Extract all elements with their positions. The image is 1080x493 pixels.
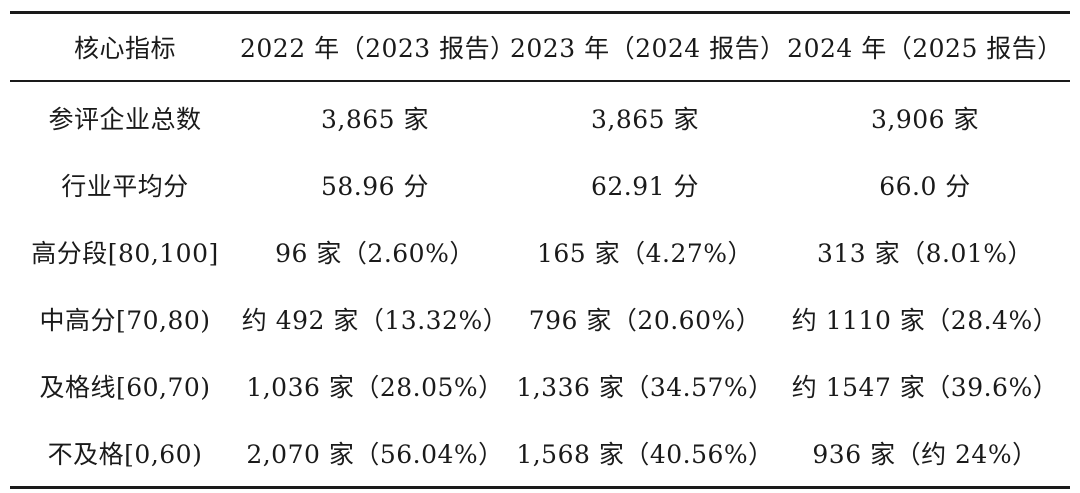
table-cell: 3,906 家 — [870, 104, 980, 134]
table-row: 及格线[60,70) 1,036 家（28.05%） 1,336 家（34.57… — [10, 352, 1070, 419]
table-cell: 约 492 家（13.32%） — [241, 305, 509, 335]
table-row: 高分段[80,100] 96 家（2.60%） 165 家（4.27%） 313… — [10, 218, 1070, 285]
header-cell-2023: 2023 年（2024 报告） — [510, 34, 786, 63]
row-label: 行业平均分 — [61, 171, 189, 201]
table-cell: 66.0 分 — [879, 171, 971, 201]
data-table: 核心指标 2022 年（2023 报告） 2023 年（2024 报告） 202… — [10, 11, 1070, 489]
table-row: 不及格[0,60) 2,070 家（56.04%） 1,568 家（40.56%… — [10, 419, 1070, 486]
table-cell: 2,070 家（56.04%） — [246, 439, 504, 469]
table-cell: 313 家（8.01%） — [816, 238, 1034, 268]
table-cell: 约 1110 家（28.4%） — [791, 305, 1059, 335]
table-bottom-rule — [10, 486, 1070, 489]
header-cell-2022: 2022 年（2023 报告） — [240, 34, 516, 63]
table-header-row: 核心指标 2022 年（2023 报告） 2023 年（2024 报告） 202… — [10, 14, 1070, 80]
row-label: 参评企业总数 — [48, 104, 202, 134]
table-cell: 796 家（20.60%） — [528, 305, 762, 335]
header-cell-indicator: 核心指标 — [73, 34, 176, 63]
table-header-rule — [10, 80, 1070, 82]
row-label: 及格线[60,70) — [39, 372, 211, 402]
table-cell: 3,865 家 — [320, 104, 430, 134]
row-label: 高分段[80,100] — [31, 238, 219, 268]
table-cell: 3,865 家 — [590, 104, 700, 134]
table-top-rule — [10, 11, 1070, 14]
table-cell: 96 家（2.60%） — [275, 238, 475, 268]
table-cell: 936 家（约 24%） — [812, 439, 1038, 469]
table-cell: 1,336 家（34.57%） — [516, 372, 774, 402]
table-row: 参评企业总数 3,865 家 3,865 家 3,906 家 — [10, 84, 1070, 151]
table-cell: 58.96 分 — [320, 171, 430, 201]
table-cell: 165 家（4.27%） — [536, 238, 754, 268]
table-cell: 约 1547 家（39.6%） — [791, 372, 1059, 402]
row-label: 中高分[70,80) — [39, 305, 211, 335]
table-row: 行业平均分 58.96 分 62.91 分 66.0 分 — [10, 151, 1070, 218]
table-cell: 1,036 家（28.05%） — [246, 372, 504, 402]
header-cell-2024: 2024 年（2025 报告） — [787, 34, 1063, 63]
table-cell: 1,568 家（40.56%） — [516, 439, 774, 469]
table-cell: 62.91 分 — [590, 171, 700, 201]
row-label: 不及格[0,60) — [47, 439, 203, 469]
table-row: 中高分[70,80) 约 492 家（13.32%） 796 家（20.60%）… — [10, 285, 1070, 352]
